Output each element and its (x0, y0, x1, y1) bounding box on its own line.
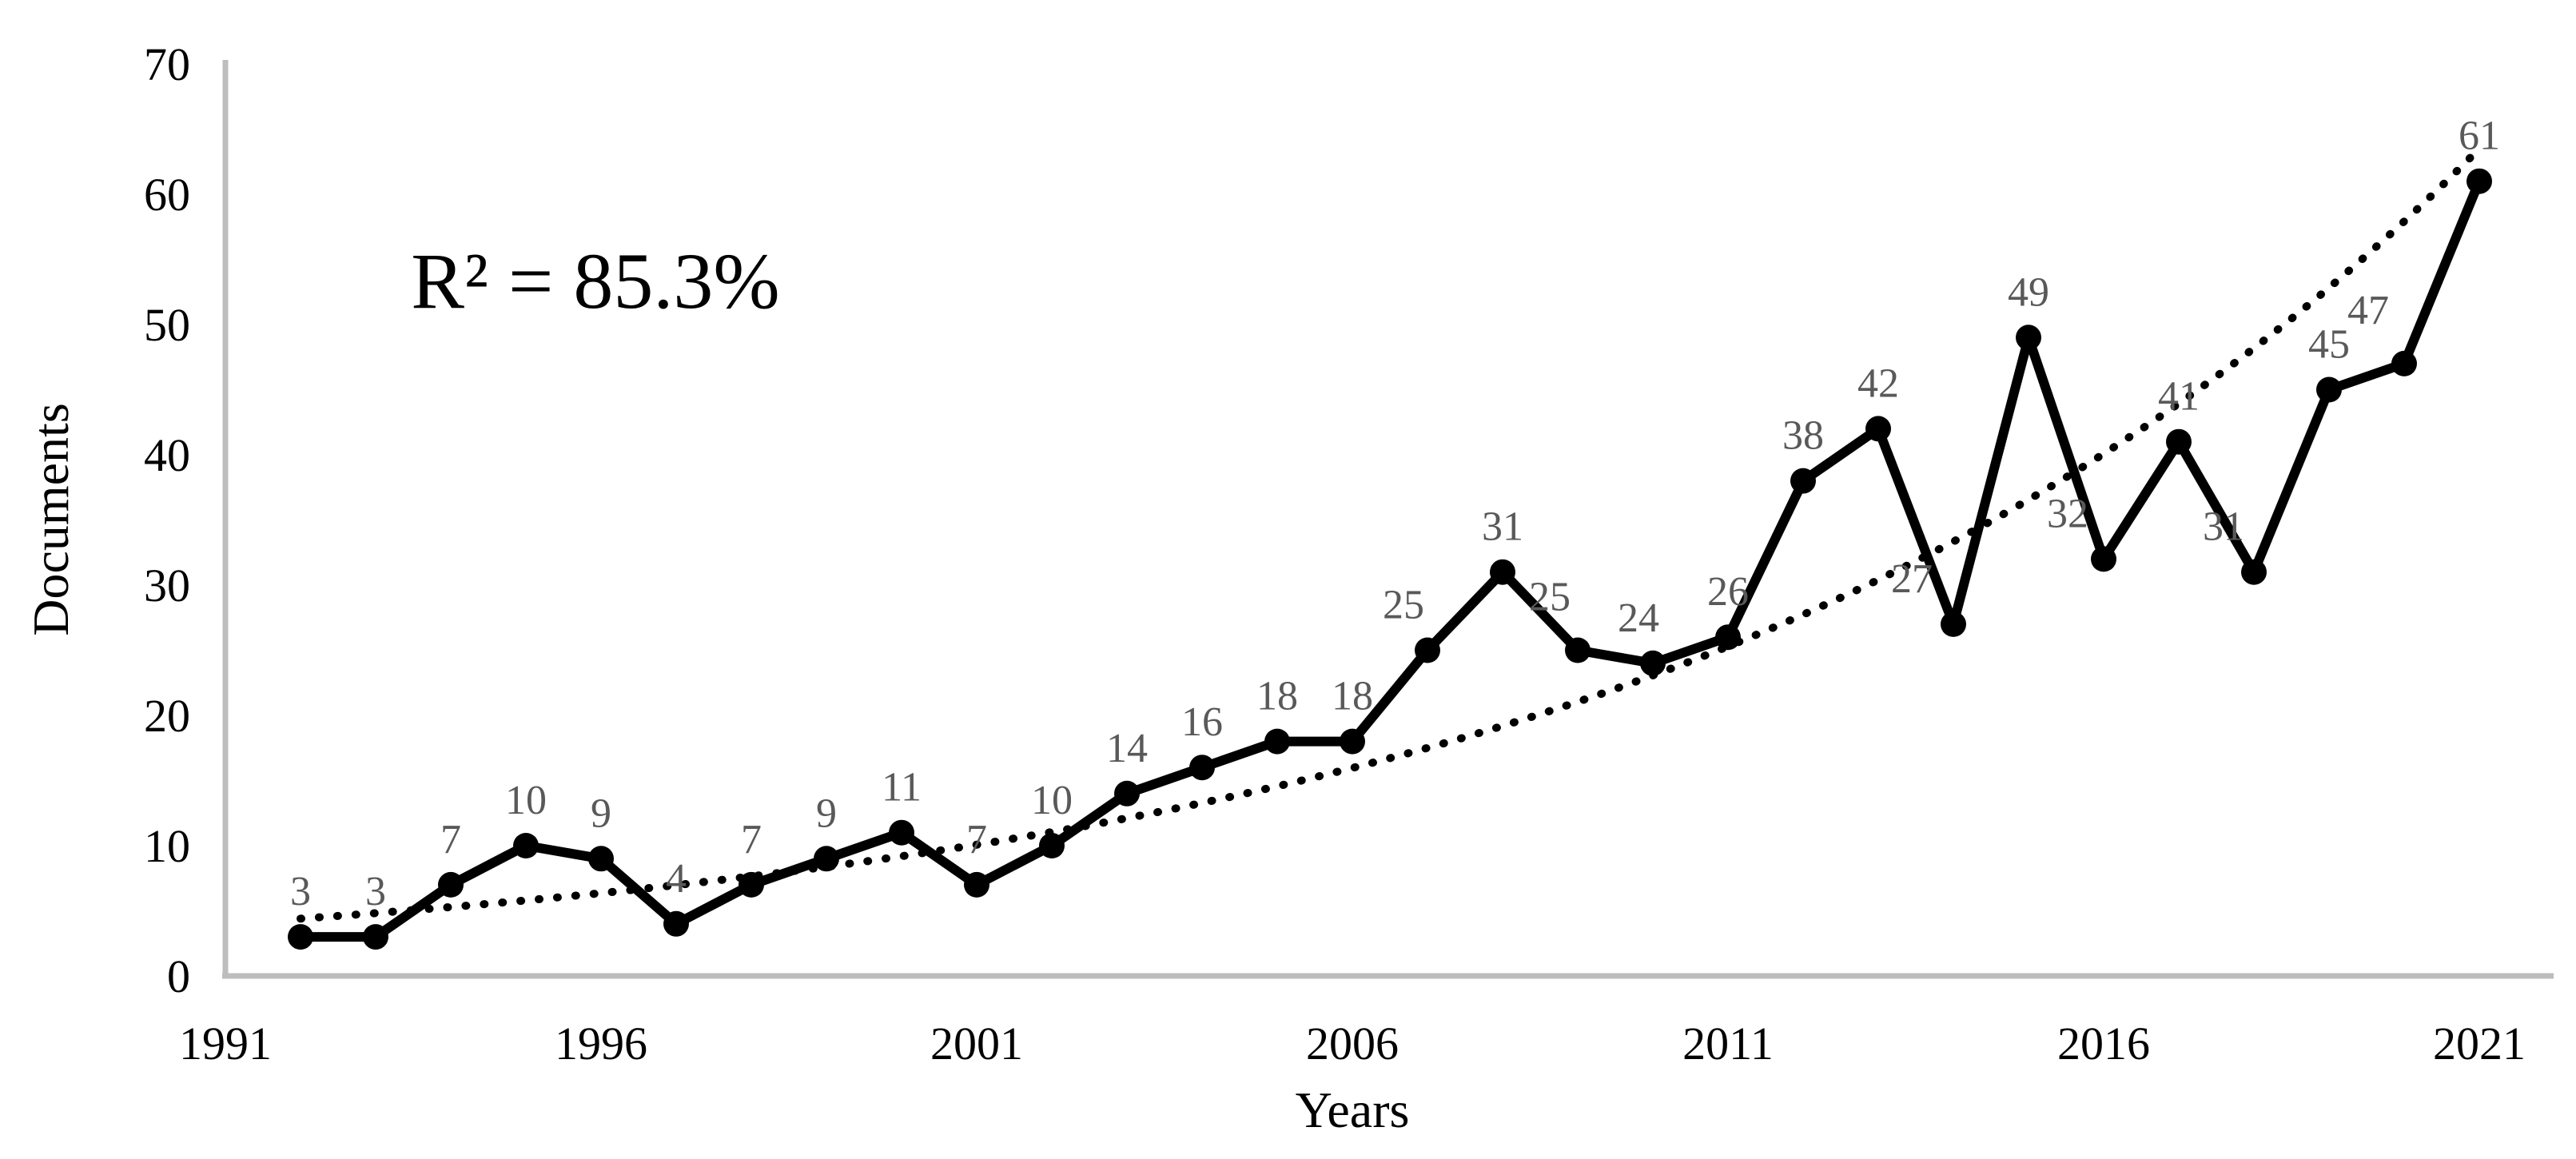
series-layer (288, 168, 2492, 950)
y-tick-label: 70 (144, 38, 190, 90)
data-point (964, 871, 989, 898)
data-point (739, 871, 764, 898)
data-point (663, 910, 689, 937)
x-tick-label: 1996 (555, 1018, 647, 1069)
data-point-label: 4 (666, 856, 687, 902)
x-axis-tick-labels: 1991 1996 2001 2006 2011 2016 2021 (179, 1018, 2526, 1069)
data-point-label: 38 (1782, 413, 1824, 459)
data-point-label: 7 (440, 817, 461, 862)
data-point-label: 3 (365, 869, 386, 914)
data-point-label: 31 (2203, 504, 2244, 550)
data-point-label: 3 (290, 869, 311, 914)
data-point (1264, 728, 1290, 755)
data-point (288, 924, 313, 950)
trend-line (297, 145, 2483, 923)
data-point (1189, 755, 1215, 781)
data-point (2166, 428, 2192, 455)
data-point-label: 10 (1031, 778, 1073, 823)
data-point (1340, 728, 1365, 755)
data-point (2316, 376, 2342, 403)
data-point-label: 26 (1707, 569, 1749, 615)
data-point (1865, 416, 1891, 442)
data-point-label: 45 (2308, 322, 2350, 368)
y-axis-title: Documents (22, 403, 79, 636)
data-point-label: 47 (2347, 288, 2389, 333)
axes (222, 60, 2554, 979)
data-point (1565, 637, 1591, 663)
data-point-label: 32 (2047, 491, 2088, 536)
data-point-label: 7 (966, 817, 987, 862)
x-tick-label: 2016 (2057, 1018, 2150, 1069)
trend-line-layer (297, 145, 2483, 923)
data-point-label: 24 (1618, 595, 1659, 641)
r-squared-annotation: R² = 85.3% (411, 237, 779, 325)
data-point-label: 9 (591, 791, 611, 836)
data-point-label: 18 (1256, 674, 1298, 719)
y-tick-label: 10 (144, 820, 190, 872)
data-point (513, 833, 539, 858)
x-tick-label: 2006 (1306, 1018, 1399, 1069)
data-point (1790, 468, 1816, 494)
data-point (889, 819, 914, 846)
x-tick-label: 2001 (930, 1018, 1023, 1069)
y-tick-label: 50 (144, 299, 190, 351)
y-tick-label: 40 (144, 429, 190, 481)
data-point-label: 11 (882, 765, 922, 811)
data-point-label: 10 (505, 778, 547, 823)
data-point (2391, 350, 2417, 376)
data-point-label: 25 (1383, 583, 1424, 628)
data-point-label: 27 (1891, 556, 1933, 602)
data-point-label: 49 (2008, 269, 2049, 315)
data-point (1941, 611, 1966, 637)
data-point-label: 25 (1529, 575, 1571, 620)
data-point-label: 18 (1332, 674, 1373, 719)
data-point (1490, 559, 1515, 585)
data-point (814, 846, 839, 872)
data-point (2241, 559, 2267, 585)
data-point (588, 846, 614, 872)
data-point (1114, 780, 1140, 807)
data-point (2467, 168, 2492, 194)
data-point (2016, 325, 2041, 351)
x-tick-label: 1991 (179, 1018, 272, 1069)
x-tick-label: 2021 (2433, 1018, 2526, 1069)
data-point-label: 31 (1482, 504, 1523, 550)
y-axis-tick-labels: 0 10 20 30 40 50 60 70 (144, 38, 190, 1002)
data-point-label: 16 (1181, 699, 1223, 745)
data-point-label: 14 (1106, 726, 1148, 771)
y-tick-label: 0 (167, 950, 190, 1002)
y-tick-label: 60 (144, 169, 190, 221)
data-point-label: 42 (1857, 360, 1899, 406)
data-point (1640, 650, 1666, 676)
series-line (296, 176, 2484, 942)
data-point-label: 61 (2459, 114, 2500, 159)
y-tick-label: 30 (144, 560, 190, 611)
data-point (438, 871, 464, 898)
data-point-label: 9 (816, 791, 837, 836)
data-point (1039, 833, 1065, 858)
x-axis-title: Years (1296, 1081, 1410, 1138)
data-point (363, 924, 388, 950)
data-point (1415, 637, 1440, 663)
data-point (2091, 546, 2116, 572)
data-point-label: 41 (2158, 374, 2200, 420)
x-tick-label: 2011 (1682, 1018, 1774, 1069)
y-tick-label: 20 (144, 690, 190, 742)
data-point-label: 7 (741, 817, 762, 862)
data-point (1715, 624, 1741, 651)
